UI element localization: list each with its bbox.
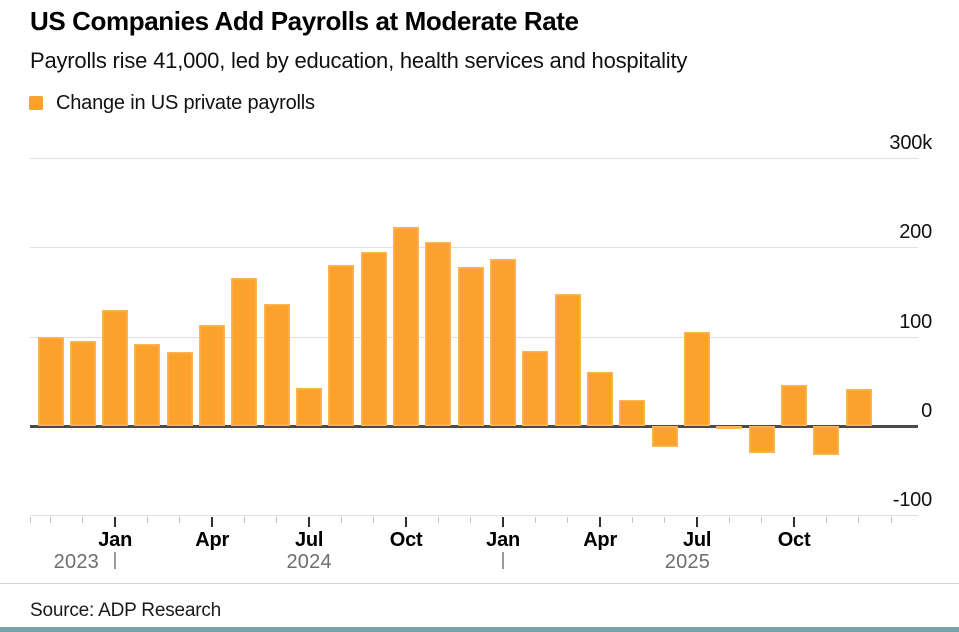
x-tick <box>534 516 536 523</box>
bar <box>845 389 872 426</box>
legend-label: Change in US private payrolls <box>56 91 315 114</box>
bar <box>781 384 808 426</box>
x-tick <box>793 516 796 527</box>
x-tick <box>243 516 245 523</box>
y-tick-label: 300k <box>889 131 932 154</box>
legend: Change in US private payrolls <box>29 91 315 114</box>
x-tick <box>30 516 31 523</box>
legend-swatch-icon <box>29 96 43 110</box>
bar <box>102 309 129 426</box>
x-tick <box>179 516 181 523</box>
bar <box>199 324 226 426</box>
gridline <box>30 247 918 249</box>
footer-divider <box>0 583 959 584</box>
bar <box>37 336 64 426</box>
chart-title: US Companies Add Payrolls at Moderate Ra… <box>30 6 579 36</box>
bar <box>748 426 775 453</box>
bar <box>231 278 258 426</box>
x-tick <box>82 516 84 523</box>
x-tick <box>631 516 633 523</box>
y-tick-label: 100 <box>899 310 932 333</box>
year-label: 2024 <box>286 551 332 573</box>
x-tick <box>891 516 893 523</box>
bar <box>166 351 193 426</box>
bar <box>134 343 161 426</box>
year-label: 2023 <box>53 551 99 573</box>
bar <box>360 251 387 426</box>
chart-subtitle: Payrolls rise 41,000, led by education, … <box>30 48 688 73</box>
month-label: Oct <box>777 529 811 551</box>
month-label: Apr <box>195 529 230 551</box>
bar <box>393 226 420 426</box>
x-tick <box>114 516 117 527</box>
x-tick <box>276 516 278 523</box>
bar <box>425 241 452 426</box>
x-tick <box>373 516 375 523</box>
year-label: 2025 <box>664 551 711 573</box>
x-tick <box>340 516 342 523</box>
bar <box>619 400 646 426</box>
x-tick <box>825 516 827 523</box>
x-tick <box>437 516 439 523</box>
bar <box>490 258 517 426</box>
bar <box>69 341 96 426</box>
x-tick <box>502 516 505 527</box>
month-label: Apr <box>583 529 618 551</box>
x-tick <box>664 516 666 523</box>
year-divider <box>502 552 505 569</box>
bar <box>716 426 743 429</box>
x-tick <box>761 516 763 523</box>
bar <box>554 293 581 426</box>
zero-line <box>30 425 918 428</box>
bar <box>457 266 484 426</box>
x-tick <box>50 516 51 523</box>
source-text: Source: ADP Research <box>30 600 222 621</box>
bar <box>522 350 549 426</box>
bar <box>684 332 711 426</box>
bar <box>587 372 614 426</box>
gridline <box>30 157 918 159</box>
y-tick-label: 200 <box>899 221 932 244</box>
month-label: Oct <box>389 529 423 551</box>
y-tick-label: -100 <box>892 489 932 512</box>
x-tick <box>211 516 214 527</box>
x-tick <box>599 516 602 527</box>
x-tick <box>146 516 148 523</box>
month-label: Jul <box>294 529 324 551</box>
bar <box>296 388 323 426</box>
x-tick <box>728 516 730 523</box>
x-tick <box>470 516 472 523</box>
x-tick <box>308 516 311 527</box>
bar <box>263 303 290 426</box>
bottom-accent-bar <box>0 627 959 632</box>
year-divider <box>114 552 117 569</box>
x-tick <box>567 516 569 523</box>
x-tick <box>696 516 699 527</box>
bar <box>651 426 678 447</box>
month-label: Jan <box>98 529 133 551</box>
bar <box>813 426 840 455</box>
x-tick <box>858 516 860 523</box>
month-label: Jan <box>486 529 521 551</box>
x-tick <box>405 516 408 527</box>
bar <box>328 265 355 426</box>
month-label: Jul <box>682 529 712 551</box>
gridline <box>30 515 918 517</box>
y-tick-label: 0 <box>921 400 932 422</box>
